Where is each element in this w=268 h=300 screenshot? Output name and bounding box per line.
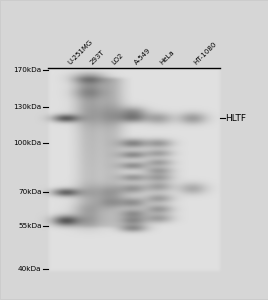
Text: 40kDa: 40kDa	[18, 266, 42, 272]
Text: HeLa: HeLa	[159, 49, 176, 65]
Text: 100kDa: 100kDa	[13, 140, 42, 146]
Text: LO2: LO2	[111, 52, 125, 65]
Text: 70kDa: 70kDa	[18, 189, 42, 195]
Text: 170kDa: 170kDa	[13, 68, 42, 74]
Text: HLTF: HLTF	[226, 114, 247, 123]
Text: HT-1080: HT-1080	[193, 40, 218, 65]
Text: U-251MG: U-251MG	[66, 38, 94, 65]
Text: A-549: A-549	[133, 47, 152, 65]
Text: 55kDa: 55kDa	[18, 223, 42, 229]
Text: 130kDa: 130kDa	[13, 104, 42, 110]
Text: 293T: 293T	[89, 49, 106, 65]
